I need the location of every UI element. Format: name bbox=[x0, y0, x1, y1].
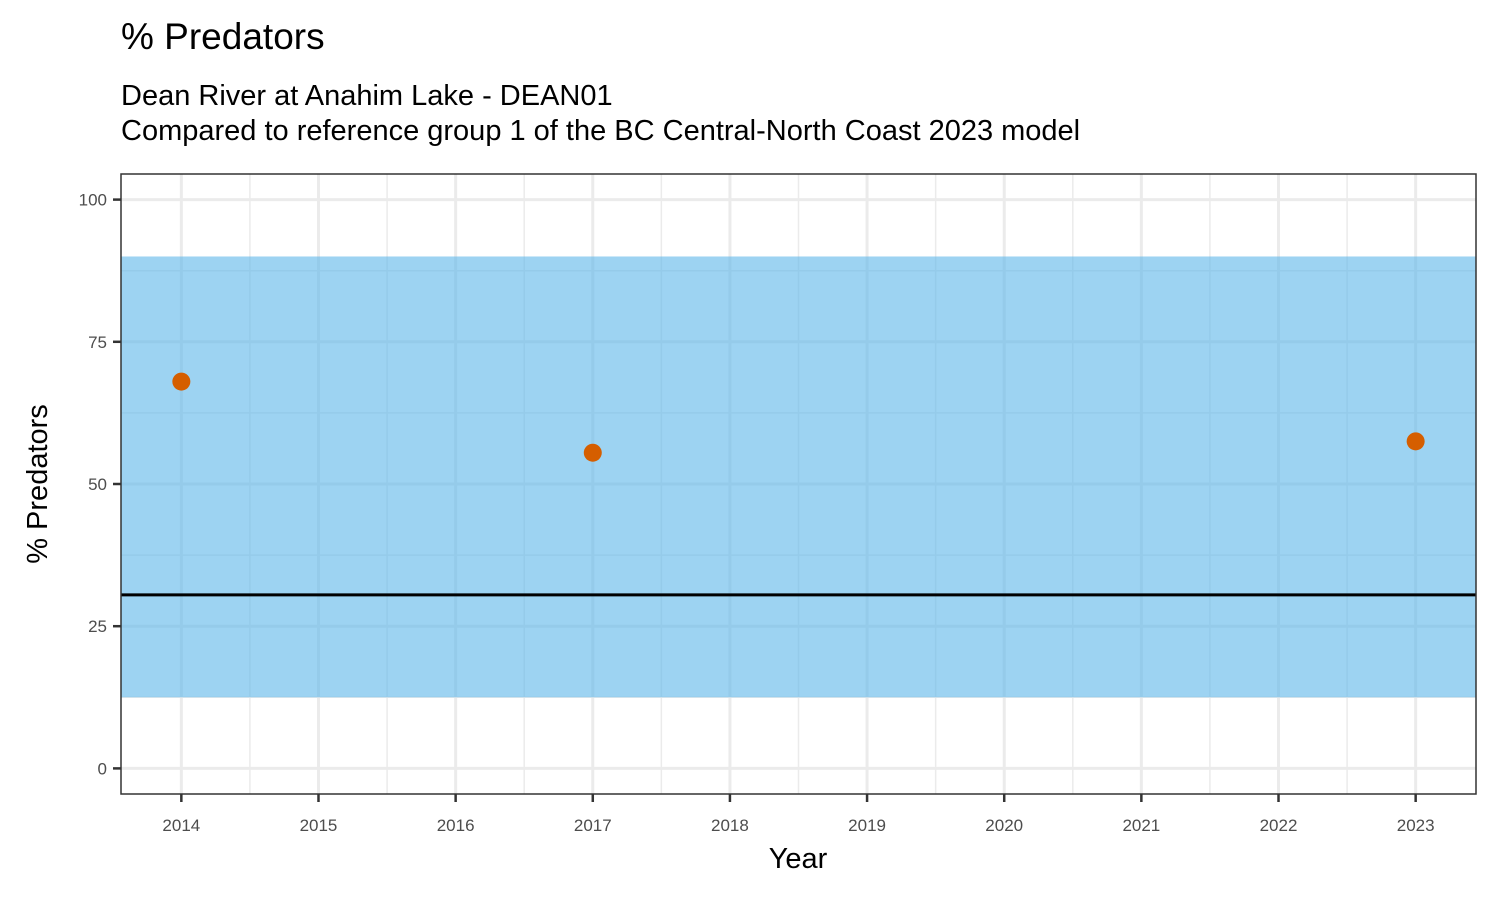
x-tick-label: 2018 bbox=[711, 816, 749, 835]
y-tick-label: 100 bbox=[79, 191, 107, 210]
x-tick-label: 2017 bbox=[574, 816, 612, 835]
y-tick-label: 25 bbox=[88, 617, 107, 636]
x-tick-label: 2016 bbox=[437, 816, 475, 835]
data-point bbox=[172, 372, 191, 391]
data-point bbox=[1406, 432, 1425, 451]
data-point bbox=[583, 443, 602, 462]
reference-band-layer bbox=[121, 256, 1476, 698]
chart-subtitle-reference: Compared to reference group 1 of the BC … bbox=[121, 115, 1081, 147]
y-axis-label: % Predators bbox=[22, 404, 54, 564]
axes-layer: 2014 2015 2016 2017 2018 2019 2020 2021 2022 2023… bbox=[79, 173, 1477, 835]
x-axis-label: Year bbox=[769, 843, 828, 875]
x-tick-label: 2015 bbox=[300, 816, 338, 835]
x-tick-label: 2020 bbox=[985, 816, 1023, 835]
chart-title: % Predators bbox=[121, 16, 325, 57]
x-tick-label: 2019 bbox=[848, 816, 886, 835]
reference-band bbox=[121, 256, 1476, 698]
data-points-layer bbox=[172, 372, 1425, 462]
x-tick-label: 2023 bbox=[1397, 816, 1435, 835]
y-tick-label: 50 bbox=[88, 475, 107, 494]
x-tick-label: 2022 bbox=[1260, 816, 1298, 835]
x-tick-label: 2014 bbox=[162, 816, 200, 835]
y-tick-label: 0 bbox=[98, 759, 107, 778]
y-tick-label: 75 bbox=[88, 333, 107, 352]
chart-subtitle-site: Dean River at Anahim Lake - DEAN01 bbox=[121, 80, 613, 112]
x-tick-label: 2021 bbox=[1122, 816, 1160, 835]
